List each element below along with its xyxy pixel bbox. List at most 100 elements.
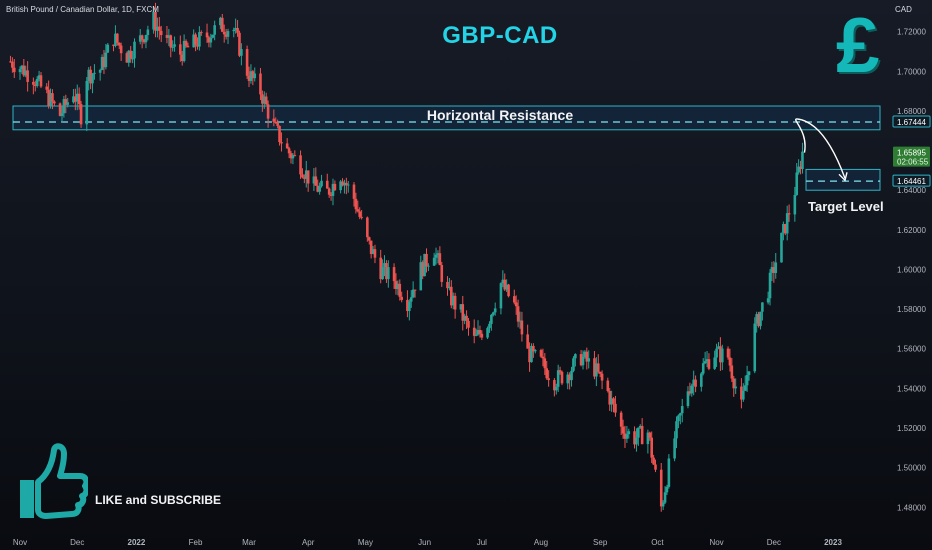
candle-body: [85, 80, 89, 125]
candle-body: [501, 279, 505, 284]
candle-body: [673, 438, 676, 459]
candle-body: [520, 320, 524, 335]
candle-body: [572, 358, 575, 371]
price-tag: [892, 115, 931, 128]
candle-body: [490, 314, 493, 324]
y-tick-label: 1.70000: [897, 67, 926, 76]
candle-body: [612, 398, 615, 404]
candle-body: [301, 174, 304, 178]
candle-body: [24, 70, 28, 76]
candle-body: [558, 370, 562, 372]
candles-layer: [9, 2, 804, 512]
candle-body: [26, 70, 29, 82]
candle-body: [610, 398, 613, 405]
candle-body: [226, 31, 230, 37]
candle-body: [785, 213, 789, 234]
candle-body: [209, 37, 213, 43]
candle-body: [690, 385, 694, 394]
price-tag: [892, 174, 931, 187]
candle-body: [526, 334, 529, 349]
candle-body: [156, 26, 159, 31]
candle-body: [33, 84, 37, 86]
candle-body: [91, 73, 94, 84]
candle-body: [574, 354, 577, 359]
thumbs-up-icon[interactable]: [16, 442, 88, 522]
candle-body: [768, 272, 772, 299]
y-axis: 1.720001.700001.680001.660001.640001.620…: [892, 28, 931, 512]
candle-body: [448, 286, 451, 289]
candle-body: [679, 413, 682, 416]
candle-body: [394, 281, 398, 290]
candle-body: [491, 312, 495, 315]
candle-body: [743, 385, 747, 391]
candle-body: [619, 412, 623, 427]
candle-body: [72, 96, 75, 103]
candle-body: [637, 427, 640, 438]
candle-body: [623, 433, 627, 439]
candle-body: [717, 346, 720, 349]
candle-body: [142, 39, 146, 43]
y-tick-label: 1.64000: [897, 186, 926, 195]
candle-body: [62, 99, 66, 114]
candle-body: [421, 262, 424, 277]
candle-body: [251, 71, 255, 79]
candle-body: [728, 357, 732, 366]
candle-body: [58, 103, 62, 116]
candle-body: [287, 148, 291, 154]
candle-body: [568, 374, 571, 381]
candle-body: [719, 346, 722, 363]
candle-body: [261, 94, 264, 104]
price-tag-value: 1.67444: [897, 118, 926, 127]
candle-body: [314, 176, 318, 186]
y-tick-label: 1.68000: [897, 107, 926, 116]
candle-body: [587, 358, 591, 362]
candle-body: [167, 35, 171, 38]
candle-body: [60, 113, 64, 116]
candle-body: [730, 365, 734, 379]
candle-body: [20, 65, 24, 70]
candle-body: [129, 50, 132, 59]
x-tick-label: Dec: [767, 538, 781, 547]
candle-body: [633, 431, 636, 445]
x-tick-label: Dec: [70, 538, 84, 547]
candle-body: [614, 403, 617, 413]
candle-body: [49, 93, 52, 107]
candle-body: [320, 180, 323, 187]
candle-body: [694, 379, 697, 387]
y-tick-label: 1.62000: [897, 226, 926, 235]
candle-body: [117, 42, 121, 46]
candle-body: [554, 386, 558, 391]
candle-body: [770, 267, 774, 273]
candle-body: [595, 363, 598, 377]
candle-body: [721, 348, 724, 363]
candle-body: [240, 49, 243, 56]
candle-body: [556, 370, 560, 387]
projection-arrowhead: [838, 172, 848, 182]
candle-body: [222, 31, 226, 35]
candle-body: [369, 240, 373, 254]
candle-body: [306, 170, 310, 184]
candle-body: [266, 104, 270, 119]
candle-body: [654, 464, 657, 470]
candle-body: [396, 283, 400, 290]
candle-body: [329, 194, 333, 196]
candle-body: [259, 73, 262, 95]
candle-body: [461, 304, 465, 321]
candle-body: [138, 35, 142, 42]
candle-body: [104, 52, 108, 68]
x-tick-label: Sep: [593, 538, 608, 547]
candle-body: [66, 102, 70, 105]
candle-body: [194, 34, 197, 45]
candle-body: [119, 45, 123, 54]
candle-body: [747, 371, 751, 376]
candle-body: [274, 121, 278, 124]
candle-body: [198, 32, 201, 47]
candle-body: [383, 263, 386, 267]
candle-body: [528, 348, 531, 363]
candle-body: [89, 69, 92, 84]
candle-body: [715, 348, 718, 358]
y-tick-label: 1.60000: [897, 265, 926, 274]
y-tick-label: 1.58000: [897, 305, 926, 314]
candle-body: [180, 54, 184, 61]
